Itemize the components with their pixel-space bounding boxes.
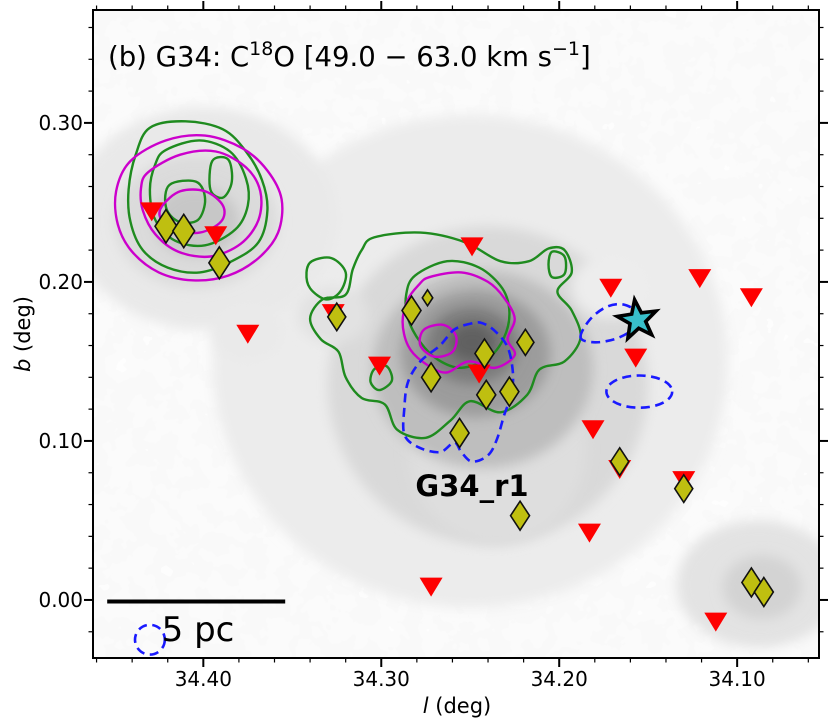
- cyan-star-marker: [611, 294, 661, 343]
- map-layer: [93, 10, 819, 658]
- red-triangle-marker: [236, 324, 260, 344]
- red-triangle-marker: [624, 348, 648, 368]
- x-tick-label: 34.20: [531, 667, 588, 691]
- green-solid-contour-path: [163, 179, 207, 225]
- plot-border: [92, 9, 820, 659]
- x-axis-label: l (deg): [423, 694, 492, 718]
- green-solid-contour-path: [208, 155, 234, 200]
- yellow-diamond-marker: [154, 208, 178, 245]
- red-triangle-marker: [581, 420, 605, 440]
- figure-title: (b) G34: C18O [49.0 − 63.0 km s−1]: [108, 38, 591, 73]
- y-tick-label: 0.20: [38, 270, 83, 294]
- green-solid-contour-path: [148, 139, 251, 248]
- yellow-diamond-marker: [515, 327, 535, 357]
- red-triangle-marker: [704, 612, 728, 632]
- y-tick-label: 0.10: [38, 429, 83, 453]
- red-triangle-marker: [204, 226, 228, 246]
- yellow-diamond-marker: [449, 417, 471, 449]
- red-triangle-marker: [739, 288, 763, 308]
- x-tick-label: 34.10: [709, 667, 766, 691]
- x-tick-label: 34.40: [175, 667, 232, 691]
- red-triangle-marker: [140, 202, 164, 222]
- yellow-diamond-marker: [171, 212, 196, 250]
- yellow-diamond-marker: [421, 288, 434, 308]
- blue-dashed-region-ellipse: [605, 374, 674, 410]
- blue-dashed-region-path: [401, 321, 515, 463]
- yellow-diamond-marker: [673, 473, 694, 504]
- y-tick-label: 0.30: [38, 111, 83, 135]
- map-clip-group: [93, 10, 819, 658]
- magenta-solid-contour-path: [113, 134, 284, 282]
- red-triangle-marker: [599, 278, 623, 298]
- red-triangle-marker: [367, 356, 391, 376]
- y-axis-label: b (deg): [11, 296, 35, 372]
- scale-bar-label: 5 pc: [162, 610, 235, 650]
- x-tick-label: 34.30: [353, 667, 410, 691]
- red-triangle-marker: [467, 364, 491, 384]
- magenta-solid-contour-path: [418, 323, 458, 359]
- red-triangle-marker: [419, 577, 443, 597]
- yellow-diamond-marker: [498, 375, 520, 408]
- yellow-diamond-marker: [509, 499, 531, 532]
- red-triangle-marker: [688, 269, 712, 289]
- axis-layer: 34.40 34.30 34.20 34.10 0.00 0.10 0.20 0.30: [38, 1, 828, 691]
- yellow-diamond-marker: [420, 361, 442, 394]
- green-solid-contour-path: [369, 364, 394, 392]
- y-tick-label: 0.00: [38, 588, 83, 612]
- yellow-diamond-marker: [207, 245, 231, 281]
- green-solid-contour-path: [305, 256, 348, 301]
- yellow-diamond-marker: [401, 294, 422, 327]
- yellow-diamond-marker: [326, 301, 347, 333]
- yellow-diamond-marker: [474, 337, 495, 370]
- red-triangle-marker: [460, 237, 484, 257]
- green-solid-contour-path: [547, 250, 568, 280]
- yellow-diamond-marker: [609, 446, 630, 477]
- magenta-solid-contour-path: [139, 149, 263, 259]
- yellow-diamond-marker: [753, 576, 775, 608]
- red-triangle-marker: [577, 523, 601, 543]
- blue-dashed-region-ellipse: [133, 623, 167, 656]
- yellow-diamond-marker: [475, 378, 497, 411]
- region-label-g34r1: G34_r1: [415, 469, 528, 503]
- green-solid-contour-path: [126, 120, 269, 274]
